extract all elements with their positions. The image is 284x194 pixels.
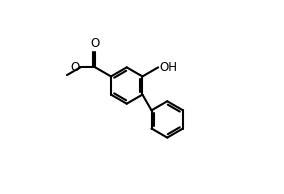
Text: OH: OH	[160, 61, 178, 74]
Text: O: O	[70, 61, 80, 74]
Text: O: O	[91, 37, 100, 50]
